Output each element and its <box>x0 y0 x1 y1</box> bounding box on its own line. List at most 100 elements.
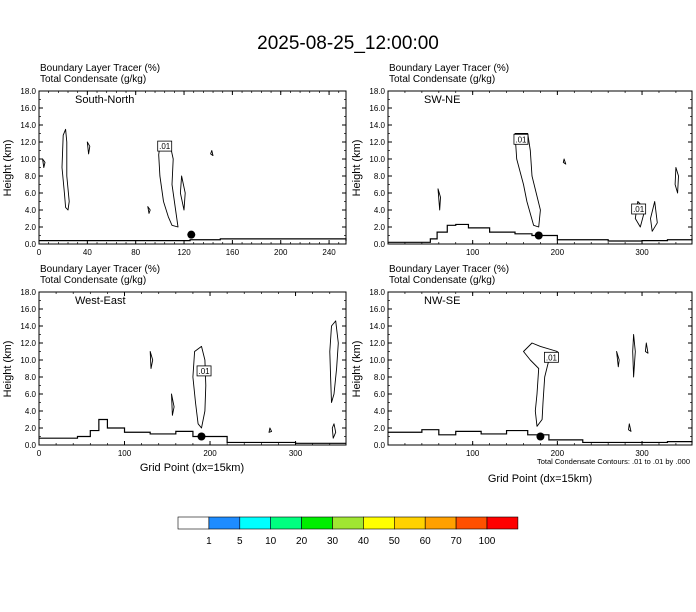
plot-frame <box>387 90 693 245</box>
condensate-contour <box>149 351 154 369</box>
condensate-contour <box>628 423 632 432</box>
y-tick-label: 0.0 <box>25 240 37 249</box>
colorbar-swatch <box>270 516 302 530</box>
x-tick-label: 200 <box>203 449 217 458</box>
colorbar-label: 50 <box>389 536 401 547</box>
contour-label: .01 <box>515 135 527 144</box>
colorbar-label: 70 <box>451 536 463 547</box>
y-tick-label: 12.0 <box>369 138 385 147</box>
colorbar-swatch <box>239 516 272 530</box>
plot-area-group: South-North 0.0 2.0 4.0 6.0 8.0 10.0 12.0 14.0 16… <box>20 87 693 458</box>
y-tick-label: 16.0 <box>369 305 385 314</box>
plot-panel-4: NW-SE 0.0 2.0 4.0 6.0 8.0 10.0 12.0 14.0 16.0 18.0… <box>369 288 693 458</box>
contour-label: .01 <box>546 353 558 362</box>
y-tick-label: 2.0 <box>25 424 37 433</box>
y-tick-label: 14.0 <box>369 322 385 331</box>
condensate-contour <box>632 334 636 378</box>
panel-title: West-East <box>75 295 126 307</box>
panel-header-line1: Boundary Layer Tracer (%) <box>389 264 509 275</box>
contour-label-box <box>513 133 529 145</box>
x-axis-label: Grid Point (dx=15km) <box>488 473 592 485</box>
panel-header-line2: Total Condensate (g/kg) <box>389 74 495 85</box>
y-tick-label: 8.0 <box>374 373 386 382</box>
condensate-contour <box>192 345 207 429</box>
colorbar: 1 5 10 20 30 40 50 60 70 100 <box>177 516 519 547</box>
condensate-contour <box>437 188 441 211</box>
x-tick-label: 200 <box>551 449 565 458</box>
y-tick-label: 10.0 <box>20 356 36 365</box>
colorbar-swatch <box>424 516 457 530</box>
y-axis-label: Height (km) <box>351 140 363 197</box>
condensate-contour <box>650 201 658 232</box>
x-tick-label: 80 <box>131 248 140 257</box>
y-tick-label: 6.0 <box>374 189 386 198</box>
y-axis-label: Height (km) <box>351 341 363 398</box>
colorbar-label: 100 <box>479 536 496 547</box>
y-tick-label: 4.0 <box>25 206 37 215</box>
condensate-contour <box>42 158 46 168</box>
y-tick-label: 16.0 <box>369 104 385 113</box>
y-tick-label: 8.0 <box>25 172 37 181</box>
condensate-contour <box>86 141 91 155</box>
location-marker <box>197 432 206 441</box>
colorbar-swatch <box>363 516 395 530</box>
terrain-line <box>39 238 347 242</box>
contour-label-box <box>544 351 559 363</box>
colorbar-swatch <box>455 516 488 530</box>
colorbar-swatch <box>177 516 210 530</box>
colorbar-label: 5 <box>237 536 243 547</box>
contour-label-box <box>631 203 647 215</box>
plot-panel-3: West-East 0.0 2.0 4.0 6.0 8.0 10.0 12.0 14.0 16.0… <box>20 288 347 458</box>
plot-frame <box>38 90 347 245</box>
colorbar-label: 1 <box>206 536 212 547</box>
x-tick-label: 100 <box>466 449 480 458</box>
x-tick-label: 200 <box>551 248 565 257</box>
y-tick-label: 6.0 <box>25 189 37 198</box>
x-tick-label: 160 <box>226 248 240 257</box>
y-tick-label: 12.0 <box>20 138 36 147</box>
y-tick-label: 2.0 <box>374 223 386 232</box>
y-tick-label: 14.0 <box>369 121 385 130</box>
x-tick-label: 300 <box>635 449 649 458</box>
condensate-contour <box>329 320 339 403</box>
plot-frame <box>38 291 347 446</box>
panel-header-line1: Boundary Layer Tracer (%) <box>40 63 160 74</box>
footnote: Total Condensate Contours: .01 to .01 by… <box>537 457 690 466</box>
y-tick-label: 8.0 <box>374 172 386 181</box>
condensate-contour <box>61 128 70 211</box>
contour-label-box <box>196 365 212 377</box>
colorbar-label: 10 <box>265 536 277 547</box>
y-tick-label: 6.0 <box>374 390 386 399</box>
contour-label-box <box>157 140 173 152</box>
panel-title: NW-SE <box>424 295 460 307</box>
x-tick-label: 200 <box>274 248 288 257</box>
main-title: 2025-08-25_12:00:00 <box>257 33 439 54</box>
condensate-contour <box>147 206 151 214</box>
panel-nw-se: Boundary Layer Tracer (%) Total Condensa… <box>389 264 509 286</box>
condensate-contour <box>514 133 541 228</box>
x-tick-label: 300 <box>635 248 649 257</box>
panel-header-line1: Boundary Layer Tracer (%) <box>40 264 160 275</box>
x-tick-label: 300 <box>289 449 303 458</box>
y-tick-label: 4.0 <box>374 407 386 416</box>
y-tick-label: 14.0 <box>20 322 36 331</box>
condensate-contour <box>210 150 214 157</box>
colorbar-swatch <box>332 516 364 530</box>
y-tick-label: 4.0 <box>374 206 386 215</box>
y-tick-label: 8.0 <box>25 373 37 382</box>
plot-panel-2: SW-NE 0.0 2.0 4.0 6.0 8.0 10.0 12.0 14.0 16.0 18.0… <box>369 87 693 257</box>
y-tick-label: 12.0 <box>20 339 36 348</box>
panel-west-east: Boundary Layer Tracer (%) Total Condensa… <box>40 264 160 286</box>
terrain-line <box>39 418 346 444</box>
y-tick-label: 0.0 <box>374 240 386 249</box>
x-tick-label: 0 <box>37 248 42 257</box>
x-tick-label: 100 <box>466 248 480 257</box>
y-tick-label: 18.0 <box>369 288 385 297</box>
y-tick-label: 10.0 <box>20 155 36 164</box>
y-tick-label: 16.0 <box>20 305 36 314</box>
colorbar-label: 20 <box>296 536 308 547</box>
panel-south-north: Boundary Layer Tracer (%) Total Condensa… <box>40 63 160 85</box>
panel-header-line2: Total Condensate (g/kg) <box>40 275 146 286</box>
colorbar-label: 40 <box>358 536 370 547</box>
